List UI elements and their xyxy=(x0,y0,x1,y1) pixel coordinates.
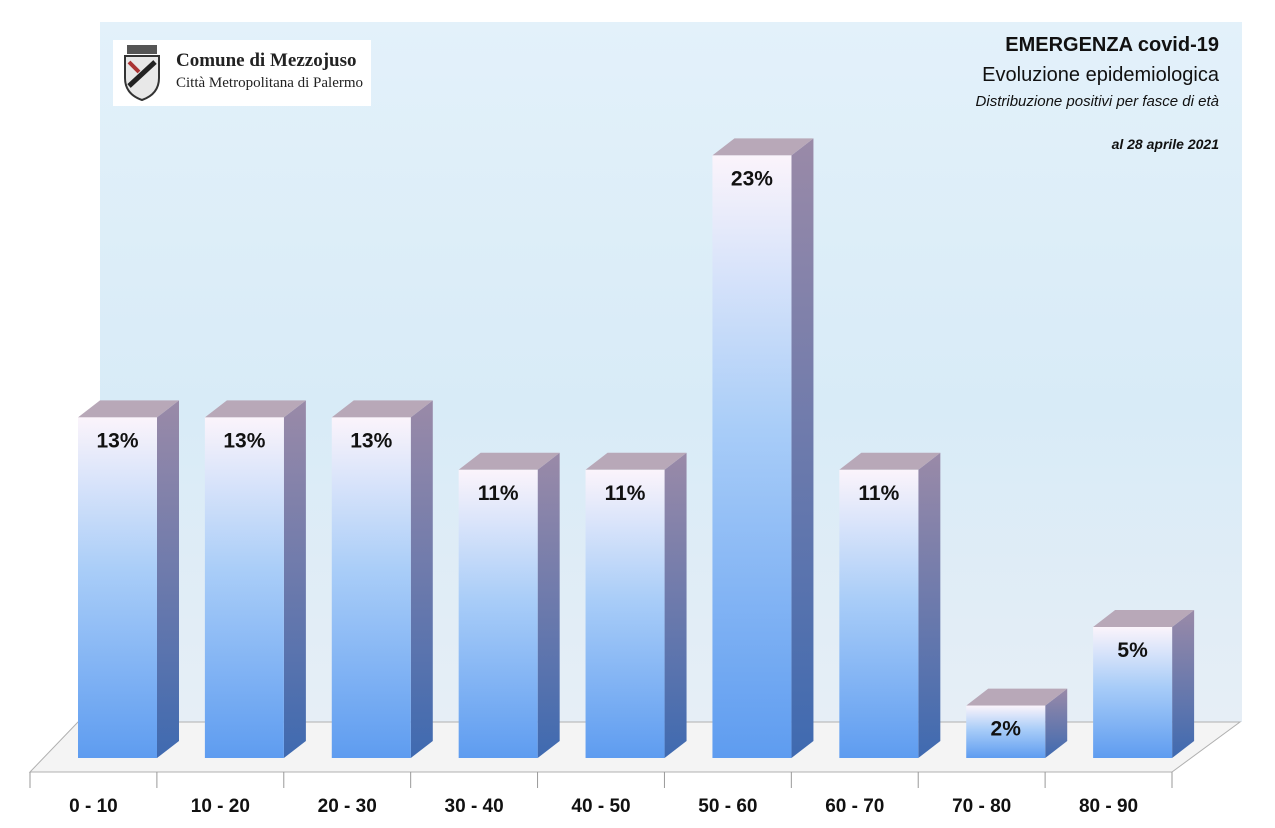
report-date: al 28 aprile 2021 xyxy=(1111,136,1219,152)
bar xyxy=(458,452,560,758)
bar-value-label: 13% xyxy=(96,429,138,452)
bar-side xyxy=(1045,688,1068,758)
bar xyxy=(712,138,814,758)
bar xyxy=(839,452,941,758)
bar-side xyxy=(157,400,179,758)
x-tick-label: 60 - 70 xyxy=(825,796,884,817)
bar-top xyxy=(839,452,941,470)
bar-top xyxy=(204,400,306,418)
bar-front xyxy=(966,705,1046,758)
bar-front xyxy=(585,469,665,758)
municipality-subtitle: Città Metropolitana di Palermo xyxy=(176,75,364,91)
bar xyxy=(78,400,179,758)
bar-side xyxy=(283,400,306,758)
chart-heading: EMERGENZA covid-19 xyxy=(1005,34,1219,56)
chart-subheading: Evoluzione epidemiologica xyxy=(982,64,1219,86)
coat-of-arms-icon xyxy=(124,45,160,102)
bar-top xyxy=(712,138,814,156)
x-tick-label: 30 - 40 xyxy=(445,796,504,817)
bar-top xyxy=(966,688,1068,706)
bar-value-label: 5% xyxy=(1117,639,1148,662)
bar-value-label: 13% xyxy=(350,429,392,452)
bar-value-label: 11% xyxy=(478,482,519,505)
bar-value-label: 23% xyxy=(731,167,773,190)
bar-front xyxy=(1093,627,1173,758)
bar xyxy=(204,400,306,758)
bar-side xyxy=(918,452,941,758)
x-tick-label: 70 - 80 xyxy=(952,796,1011,817)
bar-front xyxy=(839,469,919,758)
bar-side xyxy=(410,400,433,758)
municipality-name: Comune di Mezzojuso xyxy=(176,50,357,71)
bar-top xyxy=(585,452,687,470)
bar-side xyxy=(537,452,560,758)
municipality-logo xyxy=(113,40,371,106)
bar xyxy=(966,688,1068,758)
bar xyxy=(1093,610,1195,758)
bar-front xyxy=(78,417,157,758)
bar-top xyxy=(1093,610,1195,627)
bar-side xyxy=(791,138,814,758)
x-tick-label: 10 - 20 xyxy=(191,796,250,817)
bar-front xyxy=(712,155,792,758)
bar-value-label: 11% xyxy=(605,482,646,505)
x-tick-label: 40 - 50 xyxy=(571,796,630,817)
bar-side xyxy=(664,452,687,758)
bar-front xyxy=(331,417,411,758)
x-tick-label: 80 - 90 xyxy=(1079,796,1138,817)
bar-front xyxy=(458,469,538,758)
bar-top xyxy=(458,452,560,470)
x-tick-label: 20 - 30 xyxy=(318,796,377,817)
x-tick-label: 50 - 60 xyxy=(698,796,757,817)
bar-side xyxy=(1172,610,1195,758)
bar-top xyxy=(78,400,179,418)
bar-value-label: 2% xyxy=(991,718,1022,741)
chart-caption: Distribuzione positivi per fasce di età xyxy=(975,93,1219,110)
bar-top xyxy=(331,400,433,418)
x-tick-label: 0 - 10 xyxy=(69,796,118,817)
bar-value-label: 11% xyxy=(858,482,899,505)
bar-front xyxy=(204,417,284,758)
bar xyxy=(585,452,687,758)
bar-value-label: 13% xyxy=(223,429,265,452)
bar xyxy=(331,400,433,758)
